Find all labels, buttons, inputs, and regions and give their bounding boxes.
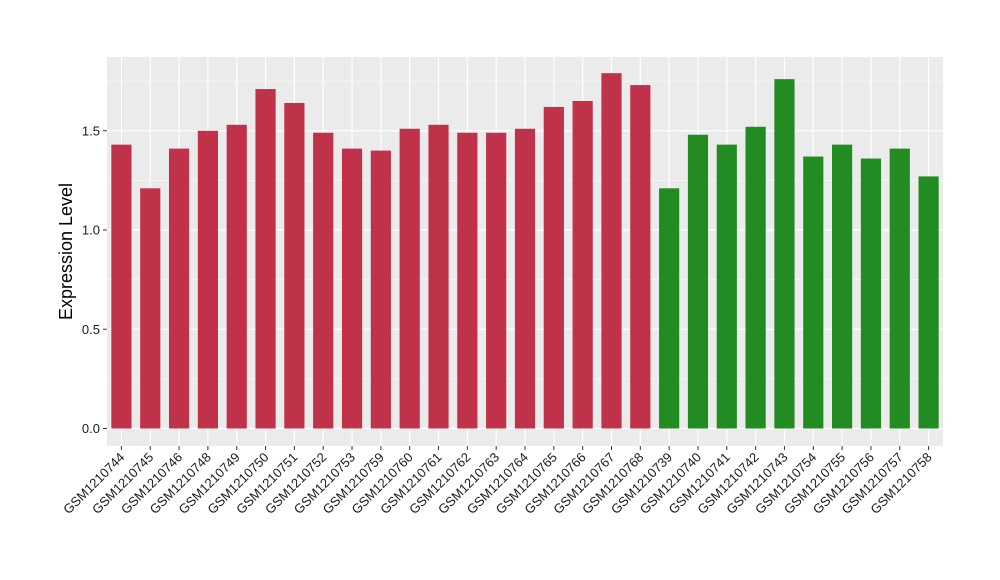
bar-GSM1210754: [803, 156, 824, 429]
bar-GSM1210749: [226, 124, 247, 429]
bar-GSM1210764: [514, 128, 536, 429]
bar-GSM1210758: [918, 176, 939, 429]
bar-GSM1210741: [716, 144, 737, 429]
y-tick-label: 0.5: [82, 322, 100, 337]
y-axis: 0.0 0.5 1.0 1.5: [82, 123, 107, 436]
y-tick-label: 1.5: [82, 123, 100, 138]
bar-GSM1210753: [341, 148, 363, 429]
bar-GSM1210748: [197, 130, 218, 429]
bar-GSM1210766: [572, 100, 593, 429]
bar-GSM1210746: [168, 148, 190, 429]
y-tick-label: 0.0: [82, 421, 100, 436]
bar-GSM1210751: [284, 102, 305, 429]
bar-GSM1210762: [457, 132, 478, 429]
bar-GSM1210743: [774, 79, 795, 429]
bar-GSM1210767: [601, 73, 622, 429]
bar-GSM1210759: [370, 150, 391, 429]
bar-GSM1210745: [140, 188, 161, 429]
x-axis: GSM1210744GSM1210745GSM1210746GSM1210748…: [60, 446, 935, 517]
bar-GSM1210756: [860, 158, 882, 429]
y-tick-label: 1.0: [82, 223, 100, 238]
bar-GSM1210750: [255, 89, 276, 429]
bar-GSM1210768: [630, 85, 651, 429]
bar-GSM1210755: [832, 144, 853, 429]
bar-GSM1210742: [745, 126, 766, 429]
bar-GSM1210739: [659, 188, 680, 429]
bar-GSM1210765: [543, 106, 564, 429]
y-axis-title: Expression Level: [56, 183, 76, 320]
bar-GSM1210761: [428, 124, 449, 429]
bar-GSM1210744: [111, 144, 132, 429]
bar-GSM1210760: [399, 128, 420, 429]
bar-GSM1210757: [889, 148, 910, 429]
bar-GSM1210740: [687, 134, 709, 429]
bars: [111, 73, 939, 429]
bar-GSM1210763: [486, 132, 507, 429]
bar-GSM1210752: [313, 132, 334, 429]
